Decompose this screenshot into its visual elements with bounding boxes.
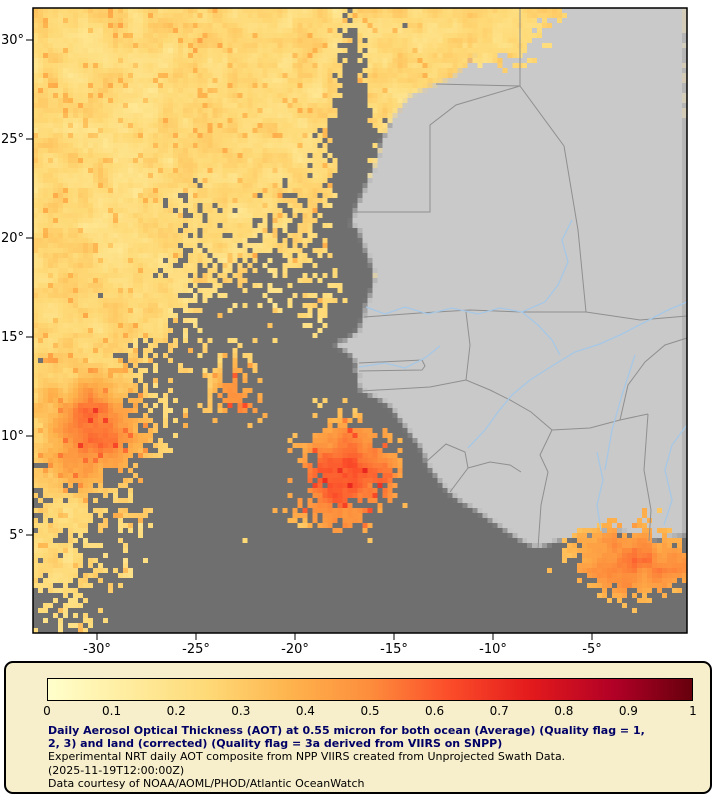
lat-tick-label: 30° xyxy=(1,33,24,48)
river-line xyxy=(604,354,636,471)
colorbar xyxy=(47,678,693,701)
colorbar-tick-label: 0.2 xyxy=(166,704,186,718)
colorbar-tick-label: 0.9 xyxy=(618,704,638,718)
colorbar-tick-label: 0.1 xyxy=(102,704,122,718)
border-line xyxy=(360,379,467,392)
colorbar-tick-label: 0.5 xyxy=(360,704,380,718)
border-line xyxy=(537,471,549,549)
river-line xyxy=(365,219,573,315)
river-line xyxy=(358,345,441,369)
legend-caption-line-5: Data courtesy of NOAA/AOML/PHOD/Atlantic… xyxy=(48,776,365,790)
legend-caption-line-2: 2, 3) and land (corrected) (Quality flag… xyxy=(48,737,503,751)
colorbar-tick-label: 0 xyxy=(43,704,51,718)
border-line xyxy=(467,461,522,473)
legend-caption-line-1: Daily Aerosol Optical Thickness (AOT) at… xyxy=(48,724,645,737)
border-line xyxy=(435,83,521,87)
river-line xyxy=(596,451,604,532)
border-line xyxy=(585,311,688,321)
country-borders xyxy=(357,8,688,549)
border-line xyxy=(363,309,586,318)
border-line xyxy=(519,85,565,147)
map-frame xyxy=(32,7,688,634)
lon-tick-label: -20° xyxy=(281,642,309,655)
colorbar-tick-label: 0.8 xyxy=(554,704,574,718)
aot-raster-canvas xyxy=(33,8,687,633)
legend-panel: Daily Aerosol Optical Thickness (AOT) at… xyxy=(4,661,712,794)
map-area: 30° 25° 20° 15° 10° 5° -30° -25° -20° -1… xyxy=(1,7,688,655)
legend-caption-line-4: (2025-11-19T12:00:00Z) xyxy=(48,763,185,777)
colorbar-tick-label: 0.4 xyxy=(295,704,315,718)
border-line xyxy=(465,379,553,431)
border-line xyxy=(539,429,553,473)
lat-tick-label: 20° xyxy=(1,231,24,246)
lon-tick-label: -30° xyxy=(83,642,111,655)
axis-ticks xyxy=(26,39,593,640)
lon-tick-label: -15° xyxy=(380,642,408,655)
colorbar-tick-label: 0.6 xyxy=(425,704,445,718)
lat-tick-label: 25° xyxy=(1,132,24,147)
axis-labels: 30° 25° 20° 15° 10° 5° -30° -25° -20° -1… xyxy=(1,33,602,655)
border-line xyxy=(643,413,652,542)
rivers xyxy=(358,219,688,532)
colorbar-tick-label: 0.7 xyxy=(489,704,509,718)
lat-tick-label: 15° xyxy=(1,330,24,345)
border-line xyxy=(563,145,587,313)
border-line xyxy=(358,359,426,372)
map-overlay-svg: 30° 25° 20° 15° 10° 5° -30° -25° -20° -1… xyxy=(1,7,688,655)
lon-tick-label: -10° xyxy=(479,642,507,655)
colorbar-tick-label: 1 xyxy=(689,704,697,718)
river-line xyxy=(663,424,688,526)
colorbar-tick-label: 0.3 xyxy=(231,704,251,718)
border-line xyxy=(619,337,688,421)
river-line xyxy=(467,301,688,449)
border-line xyxy=(551,413,649,431)
lon-tick-label: -25° xyxy=(182,642,210,655)
border-line xyxy=(357,85,521,213)
border-line xyxy=(425,443,469,493)
lat-tick-label: 10° xyxy=(1,429,24,444)
lon-tick-label: -5° xyxy=(582,642,601,655)
river-line xyxy=(521,311,561,356)
legend-caption: Daily Aerosol Optical Thickness (AOT) at… xyxy=(48,724,645,790)
lat-tick-label: 5° xyxy=(9,528,24,543)
border-line xyxy=(465,311,471,381)
legend-caption-line-3: Experimental NRT daily AOT composite fro… xyxy=(48,750,566,764)
